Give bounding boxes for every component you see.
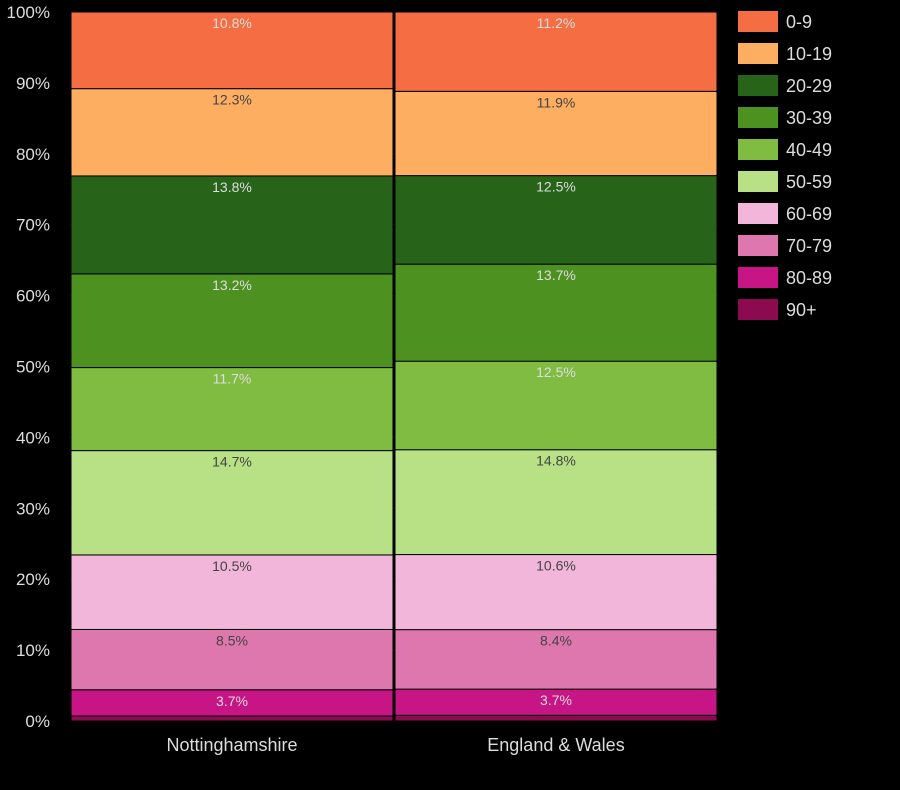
- bar-value-label: 12.3%: [212, 92, 252, 108]
- bar-segment: [70, 11, 394, 90]
- bar-value-label: 3.7%: [216, 693, 248, 709]
- bar-value-label: 12.5%: [536, 364, 576, 380]
- y-tick-label: 30%: [16, 499, 50, 518]
- bar-value-label: 13.7%: [536, 267, 576, 283]
- legend-label: 20-29: [786, 76, 832, 96]
- bar-segment: [394, 449, 718, 556]
- legend-label: 90+: [786, 300, 817, 320]
- bar-value-label: 11.2%: [537, 15, 576, 31]
- bar-segment: [394, 714, 718, 722]
- bar-segment: [394, 90, 718, 177]
- y-tick-label: 80%: [16, 145, 50, 164]
- legend-swatch: [738, 11, 778, 32]
- bar-segment: [394, 263, 718, 362]
- bar-value-label: 3.7%: [540, 692, 572, 708]
- y-tick-label: 70%: [16, 216, 50, 235]
- legend-swatch: [738, 75, 778, 96]
- y-tick-label: 60%: [16, 287, 50, 306]
- bar-segment: [394, 554, 718, 631]
- legend: 0-9 10-19 20-29 30-39 40-49 50-59 60-69 70-79 80…: [738, 11, 832, 320]
- legend-label: 70-79: [786, 236, 832, 256]
- bar-value-label: 10.8%: [212, 15, 252, 31]
- x-axis: Nottinghamshire England & Wales: [166, 735, 624, 755]
- legend-label: 50-59: [786, 172, 832, 192]
- bar-value-label: 13.8%: [212, 179, 252, 195]
- y-tick-label: 10%: [16, 641, 50, 660]
- bar-segment: [70, 273, 394, 369]
- bars: [70, 11, 718, 722]
- bar-value-label: 10.6%: [536, 558, 576, 574]
- y-tick-label: 0%: [25, 712, 50, 731]
- bar-segment: [394, 688, 718, 716]
- legend-label: 80-89: [786, 268, 832, 288]
- bar-segment: [394, 11, 718, 92]
- bar-segment: [70, 175, 394, 275]
- bar-segment: [70, 715, 394, 722]
- legend-label: 10-19: [786, 44, 832, 64]
- legend-swatch: [738, 139, 778, 160]
- bar-segment: [394, 629, 718, 690]
- legend-swatch: [738, 171, 778, 192]
- legend-swatch: [738, 107, 778, 128]
- bar-segment: [70, 450, 394, 556]
- legend-swatch: [738, 235, 778, 256]
- bar-value-label: 14.8%: [536, 453, 576, 469]
- y-tick-label: 100%: [7, 3, 50, 22]
- y-tick-label: 90%: [16, 74, 50, 93]
- bar-value-label: 14.7%: [212, 454, 252, 470]
- y-tick-label: 40%: [16, 428, 50, 447]
- y-tick-label: 20%: [16, 570, 50, 589]
- bar-segment: [70, 367, 394, 452]
- y-axis: 0% 10% 20% 30% 40% 50% 60% 70% 80% 90% 100%: [7, 3, 50, 731]
- bar-segment: [394, 175, 718, 265]
- bar-value-label: 10.5%: [212, 558, 252, 574]
- bar-value-label: 11.7%: [213, 371, 252, 387]
- x-category-label: England & Wales: [487, 735, 624, 755]
- bar-value-label: 8.4%: [540, 633, 572, 649]
- bar-segment: [70, 554, 394, 630]
- legend-label: 30-39: [786, 108, 832, 128]
- legend-swatch: [738, 299, 778, 320]
- legend-swatch: [738, 203, 778, 224]
- bar-value-label: 8.5%: [216, 632, 248, 648]
- bar-segment: [70, 628, 394, 691]
- bar-value-label: 13.2%: [212, 277, 252, 293]
- legend-label: 40-49: [786, 140, 832, 160]
- x-category-label: Nottinghamshire: [166, 735, 297, 755]
- y-tick-label: 50%: [16, 358, 50, 377]
- bar-value-label: 12.5%: [536, 179, 576, 195]
- legend-label: 60-69: [786, 204, 832, 224]
- bar-labels: 3.7% 8.5% 10.5% 14.7% 11.7% 13.2% 13.8% 12.3% 10…: [212, 15, 576, 709]
- bar-value-label: 11.9%: [537, 94, 576, 110]
- bar-segment: [70, 88, 394, 177]
- legend-swatch: [738, 267, 778, 288]
- legend-swatch: [738, 43, 778, 64]
- bar-segment: [394, 360, 718, 451]
- legend-label: 0-9: [786, 12, 812, 32]
